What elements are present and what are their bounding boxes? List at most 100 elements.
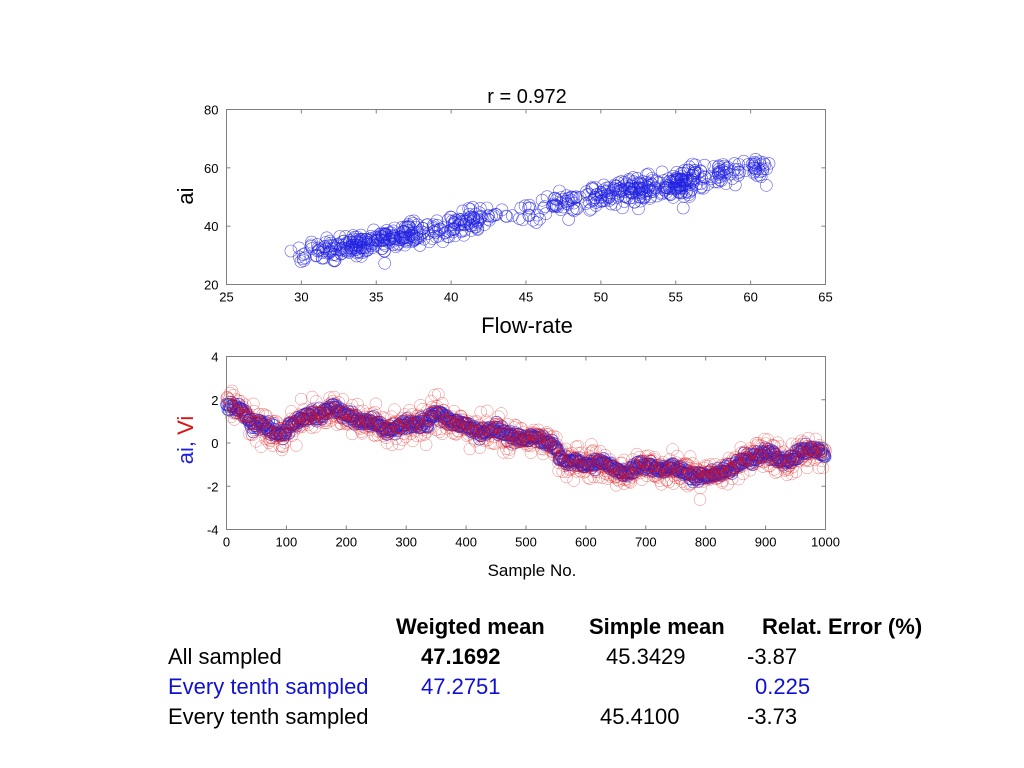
- x-tick-label: 1000: [811, 535, 840, 550]
- data-point-ai: [747, 159, 760, 173]
- y-label-ai: ai: [173, 447, 198, 464]
- data-point-ai: [313, 243, 326, 256]
- data-point-Vi: [376, 411, 390, 424]
- data-point-Vi: [236, 408, 249, 421]
- data-point-Vi: [486, 436, 500, 450]
- x-axis-ticks: 25 30 35 40 45 50 55 60 65: [219, 109, 833, 305]
- x-tick-label: 45: [519, 290, 533, 305]
- data-point-Vi: [529, 432, 542, 445]
- data-point-ai: [698, 158, 711, 172]
- data-point-ai: [335, 241, 349, 255]
- data-point-Vi: [591, 452, 604, 466]
- data-point-Vi: [797, 435, 811, 449]
- data-point-ai: [747, 156, 761, 169]
- data-point-ai: [389, 240, 403, 253]
- data-point-ai: [646, 174, 659, 187]
- data-point-Vi: [244, 411, 257, 424]
- data-point-Vi: [269, 414, 282, 428]
- data-point-Vi: [749, 457, 763, 470]
- data-point-Vi: [463, 442, 477, 456]
- data-point-ai: [748, 165, 762, 179]
- data-point-ai: [731, 165, 745, 179]
- data-point-ai: [589, 188, 603, 201]
- scatter-points: [284, 153, 776, 270]
- data-point-Vi: [667, 477, 680, 490]
- data-point-ai: [296, 252, 310, 266]
- data-point-ai: [719, 177, 733, 190]
- x-tick-label: 25: [219, 290, 233, 305]
- data-point-Vi: [816, 461, 830, 475]
- x-tick-label: 900: [755, 535, 777, 550]
- data-point-ai: [299, 251, 312, 265]
- data-point-ai: [613, 185, 627, 198]
- data-point-ai: [328, 241, 341, 254]
- x-axis-label: Flow-rate: [481, 313, 573, 338]
- data-point-ai: [401, 218, 415, 231]
- data-point-Vi: [676, 475, 689, 488]
- data-point-Vi: [388, 403, 401, 416]
- data-point-Vi: [707, 466, 720, 480]
- data-point-ai: [344, 241, 358, 254]
- flow-rate-scatter-plot: r = 0.972 25 30 35 40 45 50 55 60 65 20 40 60 80 Fl…: [173, 86, 833, 338]
- data-point-ai: [294, 255, 308, 268]
- data-point-Vi: [581, 471, 595, 484]
- data-point-ai: [457, 228, 471, 242]
- data-point-ai: [539, 207, 553, 220]
- data-point-ai: [579, 197, 592, 210]
- data-point-Vi: [593, 445, 607, 458]
- data-point-ai: [292, 250, 306, 264]
- data-point-ai: [487, 209, 501, 222]
- data-point-Vi: [291, 416, 304, 429]
- data-point-Vi: [559, 442, 573, 456]
- data-point-ai: [717, 166, 731, 179]
- data-point-ai: [353, 237, 367, 250]
- data-point-Vi: [369, 397, 383, 411]
- data-point-Vi: [594, 452, 608, 465]
- data-point-Vi: [432, 387, 445, 401]
- data-point-ai: [553, 184, 566, 198]
- data-point-Vi: [524, 446, 538, 459]
- data-point-ai: [522, 208, 536, 222]
- data-point-ai: [456, 204, 470, 218]
- data-point-Vi: [653, 474, 667, 487]
- data-point-Vi: [809, 432, 823, 446]
- data-point-Vi: [500, 442, 513, 456]
- data-point-ai: [749, 156, 762, 170]
- data-point-ai: [433, 222, 447, 236]
- data-point-Vi: [663, 453, 676, 466]
- data-point-Vi: [249, 435, 263, 448]
- data-point-Vi: [598, 448, 612, 462]
- data-point-Vi: [694, 481, 707, 495]
- y-label-vi: Vi: [173, 416, 198, 441]
- data-point-Vi: [570, 461, 584, 474]
- x-tick-label: 600: [575, 535, 597, 550]
- data-point-ai: [683, 190, 697, 203]
- y-tick-label: 80: [204, 103, 218, 118]
- data-point-Vi: [340, 405, 353, 419]
- data-point-Vi: [645, 454, 659, 467]
- data-point-Vi: [573, 451, 587, 464]
- data-point-ai: [315, 246, 329, 259]
- data-point-Vi: [429, 423, 443, 437]
- data-point-Vi: [601, 459, 614, 473]
- data-point-ai: [473, 202, 487, 215]
- data-point-ai: [748, 161, 761, 174]
- data-point-Vi: [502, 446, 516, 460]
- data-point-ai: [660, 181, 674, 194]
- data-point-ai: [466, 201, 480, 214]
- data-point-ai: [636, 191, 650, 204]
- data-point-Vi: [588, 451, 602, 465]
- data-point-Vi: [758, 432, 771, 446]
- data-point-Vi: [286, 423, 299, 436]
- chart-title: r = 0.972: [487, 86, 567, 108]
- data-point-Vi: [812, 461, 826, 475]
- data-point-ai: [529, 216, 543, 229]
- data-point-ai: [411, 226, 425, 239]
- data-point-Vi: [285, 405, 298, 418]
- data-point-Vi: [305, 390, 319, 404]
- data-point-ai: [679, 185, 693, 199]
- data-point-Vi: [737, 446, 751, 459]
- data-point-Vi: [294, 392, 308, 406]
- data-point-ai: [749, 153, 762, 166]
- data-point-Vi: [802, 454, 816, 467]
